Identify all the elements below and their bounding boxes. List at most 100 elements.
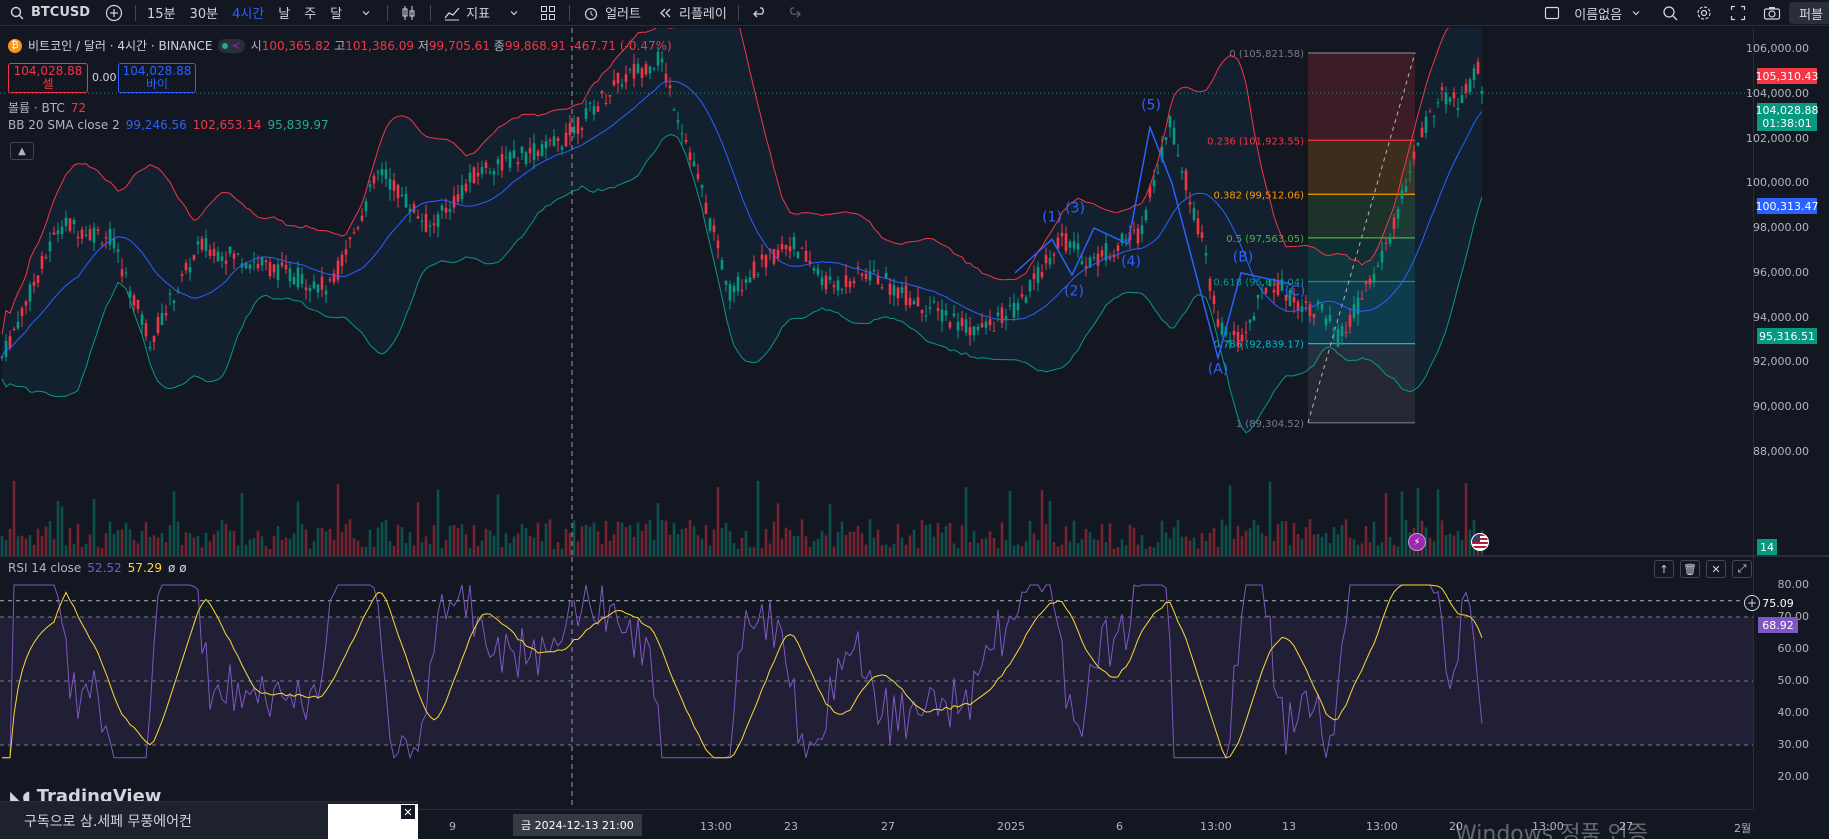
- candle-body: [176, 290, 180, 292]
- bb-legend[interactable]: BB 20 SMA close 2 99,246.56 102,653.14 9…: [8, 118, 329, 132]
- volume-bar: [664, 520, 668, 555]
- candle-body: [1024, 297, 1028, 303]
- candle-body: [188, 267, 192, 273]
- candle-body: [724, 280, 728, 285]
- volume-bar: [1064, 526, 1068, 555]
- indicators-dropdown[interactable]: [497, 0, 531, 26]
- volume-bar: [48, 521, 52, 555]
- volume-bar: [16, 536, 20, 555]
- volume-bar: [956, 547, 960, 555]
- buy-button[interactable]: 104,028.88 바이: [118, 63, 196, 93]
- volume-bar: [108, 521, 112, 555]
- volume-bar: [1356, 544, 1360, 555]
- price-chart[interactable]: 0 (105,821.58) 0.236 (101,923.55) 0.382 (9…: [0, 28, 1753, 555]
- candle-body: [540, 144, 544, 157]
- candle-body: [684, 139, 688, 143]
- ad-banner[interactable]: 구독으로 삼.세페 무풍에어컨 ✕: [0, 801, 418, 839]
- redo-button[interactable]: [777, 0, 811, 26]
- candle-body: [1452, 92, 1456, 99]
- volume-bar: [768, 543, 772, 555]
- candle-body: [908, 298, 912, 306]
- lightning-event-icon[interactable]: ⚡: [1408, 533, 1426, 551]
- add-alert-icon[interactable]: +: [1744, 595, 1760, 611]
- candle-body: [1080, 261, 1084, 265]
- candle-body: [496, 159, 500, 165]
- compare-button[interactable]: [97, 0, 131, 26]
- candle-body: [1104, 243, 1108, 261]
- volume-bar: [996, 548, 1000, 555]
- volume-bar: [392, 546, 396, 555]
- volume-bar: [872, 537, 876, 555]
- volume-bar: [596, 531, 600, 555]
- interval-dropdown[interactable]: [349, 0, 383, 26]
- volume-bar: [1436, 489, 1440, 555]
- toolbar-divider: [569, 4, 571, 21]
- volume-bar: [380, 521, 384, 555]
- templates-button[interactable]: [531, 0, 565, 26]
- toolbar-right: 이름없음 퍼블: [1535, 0, 1829, 26]
- interval-30m[interactable]: 30분: [189, 7, 219, 22]
- volume-bar: [488, 530, 492, 555]
- indicators-button[interactable]: 지표: [435, 0, 497, 26]
- replay-button[interactable]: 리플레이: [648, 0, 734, 26]
- delete-pane-button[interactable]: 🗑: [1680, 560, 1700, 578]
- interval-month[interactable]: 달: [330, 7, 343, 22]
- publish-button[interactable]: 퍼블: [1789, 2, 1829, 24]
- volume-bar: [204, 532, 208, 555]
- alert-button[interactable]: 얼러트: [574, 0, 648, 26]
- interval-4h[interactable]: 4시간: [232, 7, 265, 22]
- layout-selector[interactable]: 이름없음: [1535, 0, 1653, 26]
- volume-bar: [820, 530, 824, 555]
- volume-bar: [1336, 534, 1340, 555]
- volume-bar: [156, 537, 160, 555]
- volume-bar: [1072, 520, 1076, 555]
- us-flag-event-icon[interactable]: [1471, 533, 1489, 551]
- candle-body: [76, 236, 80, 239]
- settings-button[interactable]: [1687, 0, 1721, 26]
- volume-bar: [0, 535, 4, 555]
- ad-close-button[interactable]: ✕: [400, 804, 416, 820]
- candlestick-icon: [399, 3, 419, 23]
- ad-text[interactable]: 구독으로 삼.세페 무풍에어컨: [24, 813, 192, 830]
- symbol-search[interactable]: BTCUSD: [0, 0, 97, 26]
- sell-button[interactable]: 104,028.88 셀: [8, 63, 88, 93]
- quick-search-button[interactable]: [1653, 0, 1687, 26]
- price-axis[interactable]: 106,000.00 104,000.00 102,000.00 100,000.00…: [1744, 28, 1829, 809]
- symbol-title[interactable]: 비트코인 / 달러 · 4시간 · BINANCE: [28, 39, 213, 53]
- volume-bar: [648, 519, 652, 555]
- rsi-band-fill: [0, 617, 1753, 745]
- volume-bar: [92, 498, 96, 555]
- undo-icon: [750, 3, 770, 23]
- move-pane-up-button[interactable]: ↑: [1654, 560, 1674, 578]
- undo-button[interactable]: [743, 0, 777, 26]
- legend-collapse-button[interactable]: ▲: [10, 142, 34, 160]
- fullscreen-button[interactable]: [1721, 0, 1755, 26]
- collapse-pane-button[interactable]: ✕: [1706, 560, 1726, 578]
- candle-body: [220, 256, 224, 261]
- volume-bar: [104, 533, 108, 555]
- rsi-legend[interactable]: RSI 14 close 52.52 57.29 ø ø: [8, 561, 187, 575]
- volume-bar: [264, 545, 268, 555]
- volume-bar: [216, 530, 220, 555]
- interval-week[interactable]: 주: [304, 7, 317, 22]
- candle-body: [224, 260, 228, 264]
- interval-day[interactable]: 날: [278, 7, 291, 22]
- pane-separator[interactable]: [0, 555, 1829, 557]
- arrow-up-icon: ↑: [1659, 562, 1669, 576]
- volume-bar: [620, 522, 624, 555]
- chart-type-button[interactable]: [392, 0, 426, 26]
- volume-bar: [660, 519, 664, 555]
- main-chart-pane[interactable]: 0 (105,821.58) 0.236 (101,923.55) 0.382 (9…: [0, 28, 1753, 555]
- candle-body: [780, 243, 784, 250]
- time-axis[interactable]: 20913:0023272025613:001313:002013:00272월…: [0, 809, 1753, 839]
- snapshot-button[interactable]: [1755, 0, 1789, 26]
- volume-legend[interactable]: 볼륨 · BTC 72: [8, 99, 86, 116]
- rsi-chart[interactable]: [0, 557, 1753, 809]
- rsi-pane[interactable]: RSI 14 close 52.52 57.29 ø ø: [0, 557, 1753, 809]
- maximize-pane-button[interactable]: ⤢: [1732, 560, 1752, 578]
- interval-15m[interactable]: 15분: [147, 7, 176, 22]
- volume-bar: [1168, 538, 1172, 555]
- volume-bar: [800, 519, 804, 555]
- volume-bar: [348, 519, 352, 555]
- candle-body: [1040, 272, 1044, 278]
